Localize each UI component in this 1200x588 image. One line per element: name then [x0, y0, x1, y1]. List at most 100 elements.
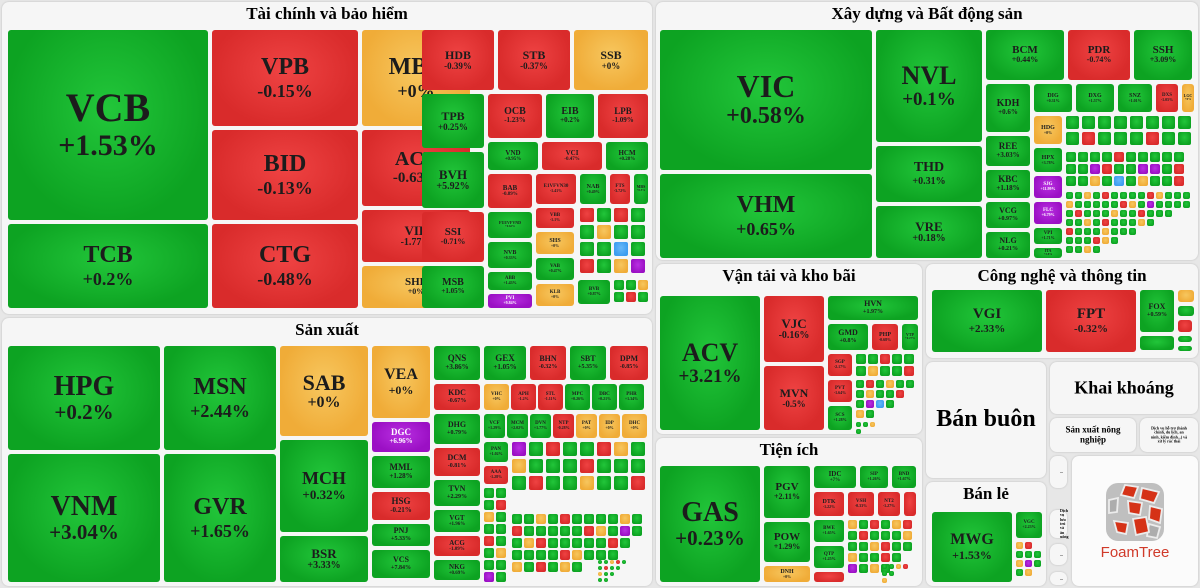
stock-cell-VPB[interactable]: VPB -0.15% [212, 30, 358, 126]
stock-mini-cell[interactable] [610, 572, 614, 576]
stock-mini-cell[interactable] [1129, 201, 1136, 208]
stock-mini-cell[interactable] [580, 459, 594, 473]
stock-cell-VCF[interactable]: VCF +1.29% [484, 414, 505, 438]
stock-mini-cell[interactable] [1120, 210, 1127, 217]
stock-mini-cell[interactable] [512, 459, 526, 473]
stock-cell-AAA[interactable]: AAA -1.28% [484, 466, 508, 484]
stock-mini-cell[interactable] [1130, 116, 1143, 129]
stock-cell-NT2[interactable]: NT2 -1.27% [878, 492, 900, 516]
stock-mini-cell[interactable] [1129, 228, 1136, 235]
stock-mini-cell[interactable] [1084, 219, 1091, 226]
stock-mini-cell[interactable] [631, 476, 645, 490]
stock-mini-cell[interactable] [536, 550, 546, 560]
stock-mini-cell[interactable] [614, 280, 624, 290]
stock-mini-cell[interactable] [1138, 210, 1145, 217]
stock-mini-cell[interactable] [1120, 228, 1127, 235]
stock-mini-cell[interactable] [614, 442, 628, 456]
stock-mini-cell[interactable] [610, 560, 614, 564]
stock-mini-cell[interactable] [886, 390, 894, 398]
stock-mini-cell[interactable] [604, 578, 608, 582]
stock-mini-cell[interactable] [1111, 210, 1118, 217]
stock-mini-cell[interactable] [598, 566, 602, 570]
stock-cell-MWG[interactable]: MWG +1.53% [932, 512, 1012, 582]
stock-cell-HDG[interactable]: HDG +0% [1034, 116, 1062, 144]
stock-mini-cell[interactable] [1016, 542, 1023, 549]
stock-mini-cell[interactable] [1102, 192, 1109, 199]
stock-cell-SHS[interactable]: SHS +0% [536, 232, 574, 254]
stock-mini-cell[interactable] [1138, 219, 1145, 226]
stock-mini-cell[interactable] [512, 562, 522, 572]
stock-mini-cell[interactable] [903, 531, 912, 540]
stock-mini-cell[interactable] [1114, 164, 1124, 174]
stock-mini-cell[interactable] [1090, 164, 1100, 174]
stock-cell-CTG[interactable]: CTG -0.48% [212, 224, 358, 308]
stock-mini-cell[interactable] [880, 354, 890, 364]
stock-mini-cell[interactable] [484, 560, 494, 570]
stock-cell-ABB[interactable]: ABB +1.43% [488, 272, 532, 290]
stock-cell-BHN[interactable]: BHN -0.32% [530, 346, 566, 380]
stock-mini-cell[interactable] [886, 400, 894, 408]
stock-mini-cell[interactable] [1129, 219, 1136, 226]
stock-mini-cell[interactable] [524, 526, 534, 536]
stock-cell-ITA[interactable]: ITA +3.8% [1034, 248, 1062, 258]
stock-mini-cell[interactable] [866, 400, 874, 408]
stock-mini-cell[interactable] [584, 514, 594, 524]
stock-mini-cell[interactable] [876, 380, 884, 388]
stock-mini-cell[interactable] [876, 400, 884, 408]
stock-cell-VSH[interactable]: VSH -0.33% [848, 492, 874, 516]
stock-mini-cell[interactable] [866, 380, 874, 388]
stock-cell-SBT[interactable]: SBT +5.35% [570, 346, 606, 380]
stock-mini-cell[interactable] [484, 536, 494, 546]
stock-cell-BWE[interactable]: BWE +1.65% [814, 520, 844, 542]
stock-cell-DVN[interactable]: DVN +1.77% [530, 414, 551, 438]
stock-mini-cell[interactable] [904, 492, 916, 516]
stock-mini-cell[interactable] [631, 442, 645, 456]
stock-mini-cell[interactable] [572, 550, 582, 560]
stock-cell-SGP[interactable]: SGP -2.17% [828, 354, 852, 376]
stock-cell-DXS[interactable]: DXS -1.05% [1156, 84, 1178, 112]
stock-mini-cell[interactable] [580, 442, 594, 456]
stock-mini-cell[interactable] [1130, 132, 1143, 145]
stock-mini-cell[interactable] [529, 442, 543, 456]
stock-mini-cell[interactable] [1066, 219, 1073, 226]
stock-mini-cell[interactable] [496, 536, 506, 546]
stock-mini-cell[interactable] [560, 562, 570, 572]
stock-mini-cell[interactable] [892, 542, 901, 551]
stock-mini-cell[interactable] [1093, 210, 1100, 217]
stock-mini-cell[interactable] [1066, 192, 1073, 199]
stock-cell-EIB[interactable]: EIB +0.2% [546, 94, 594, 138]
stock-cell-QNS[interactable]: QNS +3.86% [434, 346, 480, 380]
stock-mini-cell[interactable] [614, 208, 628, 222]
stock-cell-FTS[interactable]: FTS -3.72% [610, 174, 630, 204]
stock-mini-cell[interactable] [1025, 569, 1032, 576]
stock-cell-SCS[interactable]: SCS +1.28% [828, 406, 852, 430]
stock-mini-cell[interactable] [848, 531, 857, 540]
stock-mini-cell[interactable] [632, 526, 642, 536]
stock-cell-QTP[interactable]: QTP +1.25% [814, 546, 844, 568]
stock-mini-cell[interactable] [870, 422, 875, 427]
stock-mini-cell[interactable] [906, 380, 914, 388]
stock-mini-cell[interactable] [484, 548, 494, 558]
stock-mini-cell[interactable] [881, 531, 890, 540]
stock-cell-PVT[interactable]: PVT -1.64% [828, 380, 852, 402]
stock-cell-DCM[interactable]: DCM -0.81% [434, 448, 480, 476]
stock-mini-cell[interactable] [512, 476, 526, 490]
stock-mini-cell[interactable] [1165, 201, 1172, 208]
sector-title-utilities[interactable]: Tiện ích [759, 440, 819, 459]
stock-mini-cell[interactable] [1178, 320, 1192, 332]
stock-mini-cell[interactable] [868, 366, 878, 376]
stock-cell-NAB[interactable]: NAB +0.49% [580, 174, 606, 204]
stock-cell-SSI[interactable]: SSI -0.71% [422, 212, 484, 262]
stock-cell-MSN[interactable]: MSN +2.44% [164, 346, 276, 450]
stock-cell-PAT[interactable]: PAT +0% [576, 414, 597, 438]
stock-mini-cell[interactable] [1098, 132, 1111, 145]
stock-mini-cell[interactable] [870, 531, 879, 540]
stock-mini-cell[interactable] [580, 476, 594, 490]
stock-cell-MBS[interactable]: MBS +0.5% [634, 174, 648, 204]
stock-mini-cell[interactable] [848, 564, 857, 573]
stock-mini-cell[interactable] [631, 242, 645, 256]
stock-mini-cell[interactable] [889, 571, 894, 576]
stock-mini-cell[interactable] [597, 459, 611, 473]
stock-mini-cell[interactable] [1162, 116, 1175, 129]
stock-mini-cell[interactable] [614, 259, 628, 273]
